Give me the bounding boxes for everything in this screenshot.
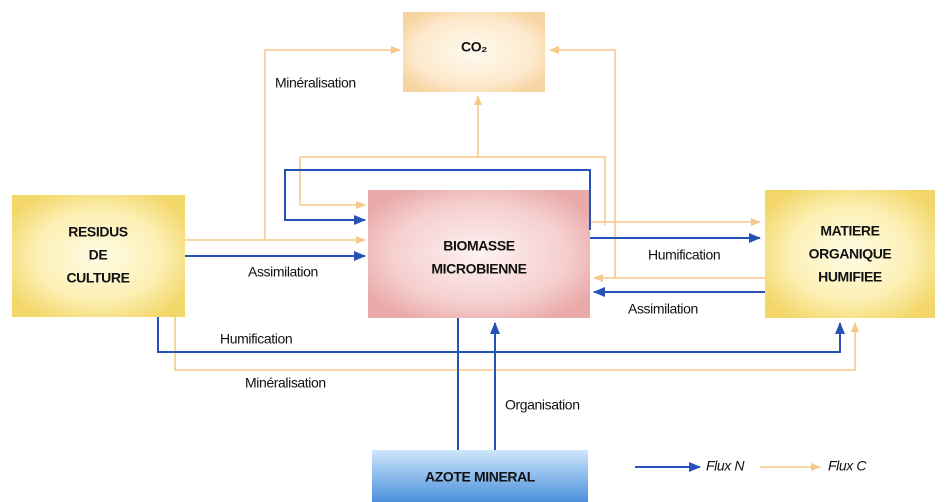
- node-label: AZOTE MINERAL: [425, 469, 536, 485]
- edge-label: Minéralisation: [275, 75, 356, 91]
- node-residus: RESIDUS DE CULTURE: [12, 195, 185, 317]
- arrow: [174, 317, 859, 371]
- box: [403, 12, 545, 92]
- node-label: DE: [89, 247, 108, 263]
- box: [372, 450, 588, 502]
- node-azote: AZOTE MINERAL: [372, 450, 588, 502]
- node-label: HUMIFIEE: [818, 269, 882, 285]
- legend-label: Flux C: [828, 458, 867, 474]
- arrow: [157, 317, 845, 353]
- node-label: MATIERE: [820, 223, 879, 239]
- flux-c-arrows: [174, 46, 859, 371]
- node-matiere: MATIERE ORGANIQUE HUMIFIEE: [765, 190, 935, 318]
- edge-label: Assimilation: [248, 264, 318, 280]
- box: [368, 190, 590, 318]
- node-label: RESIDUS: [68, 224, 127, 240]
- node-label: CO₂: [461, 39, 487, 55]
- legend: Flux N Flux C: [635, 458, 868, 474]
- line: [299, 156, 606, 225]
- flux-n-arrows: [157, 169, 845, 450]
- node-label: CULTURE: [66, 270, 129, 286]
- edge-label: Minéralisation: [245, 375, 326, 391]
- node-co2: CO₂: [403, 12, 545, 92]
- edge-label: Humification: [220, 331, 292, 347]
- arrow: [549, 46, 616, 278]
- edge-label: Humification: [648, 247, 720, 263]
- node-biomasse: BIOMASSE MICROBIENNE: [368, 190, 590, 318]
- edge-label: Organisation: [505, 397, 580, 413]
- box: [765, 190, 935, 318]
- node-label: BIOMASSE: [443, 238, 515, 254]
- box: [12, 195, 185, 317]
- node-label: ORGANIQUE: [809, 246, 892, 262]
- legend-label: Flux N: [706, 458, 745, 474]
- node-label: MICROBIENNE: [431, 261, 526, 277]
- edge-label: Assimilation: [628, 301, 698, 317]
- arrow: [264, 46, 401, 240]
- arrow: [284, 169, 591, 230]
